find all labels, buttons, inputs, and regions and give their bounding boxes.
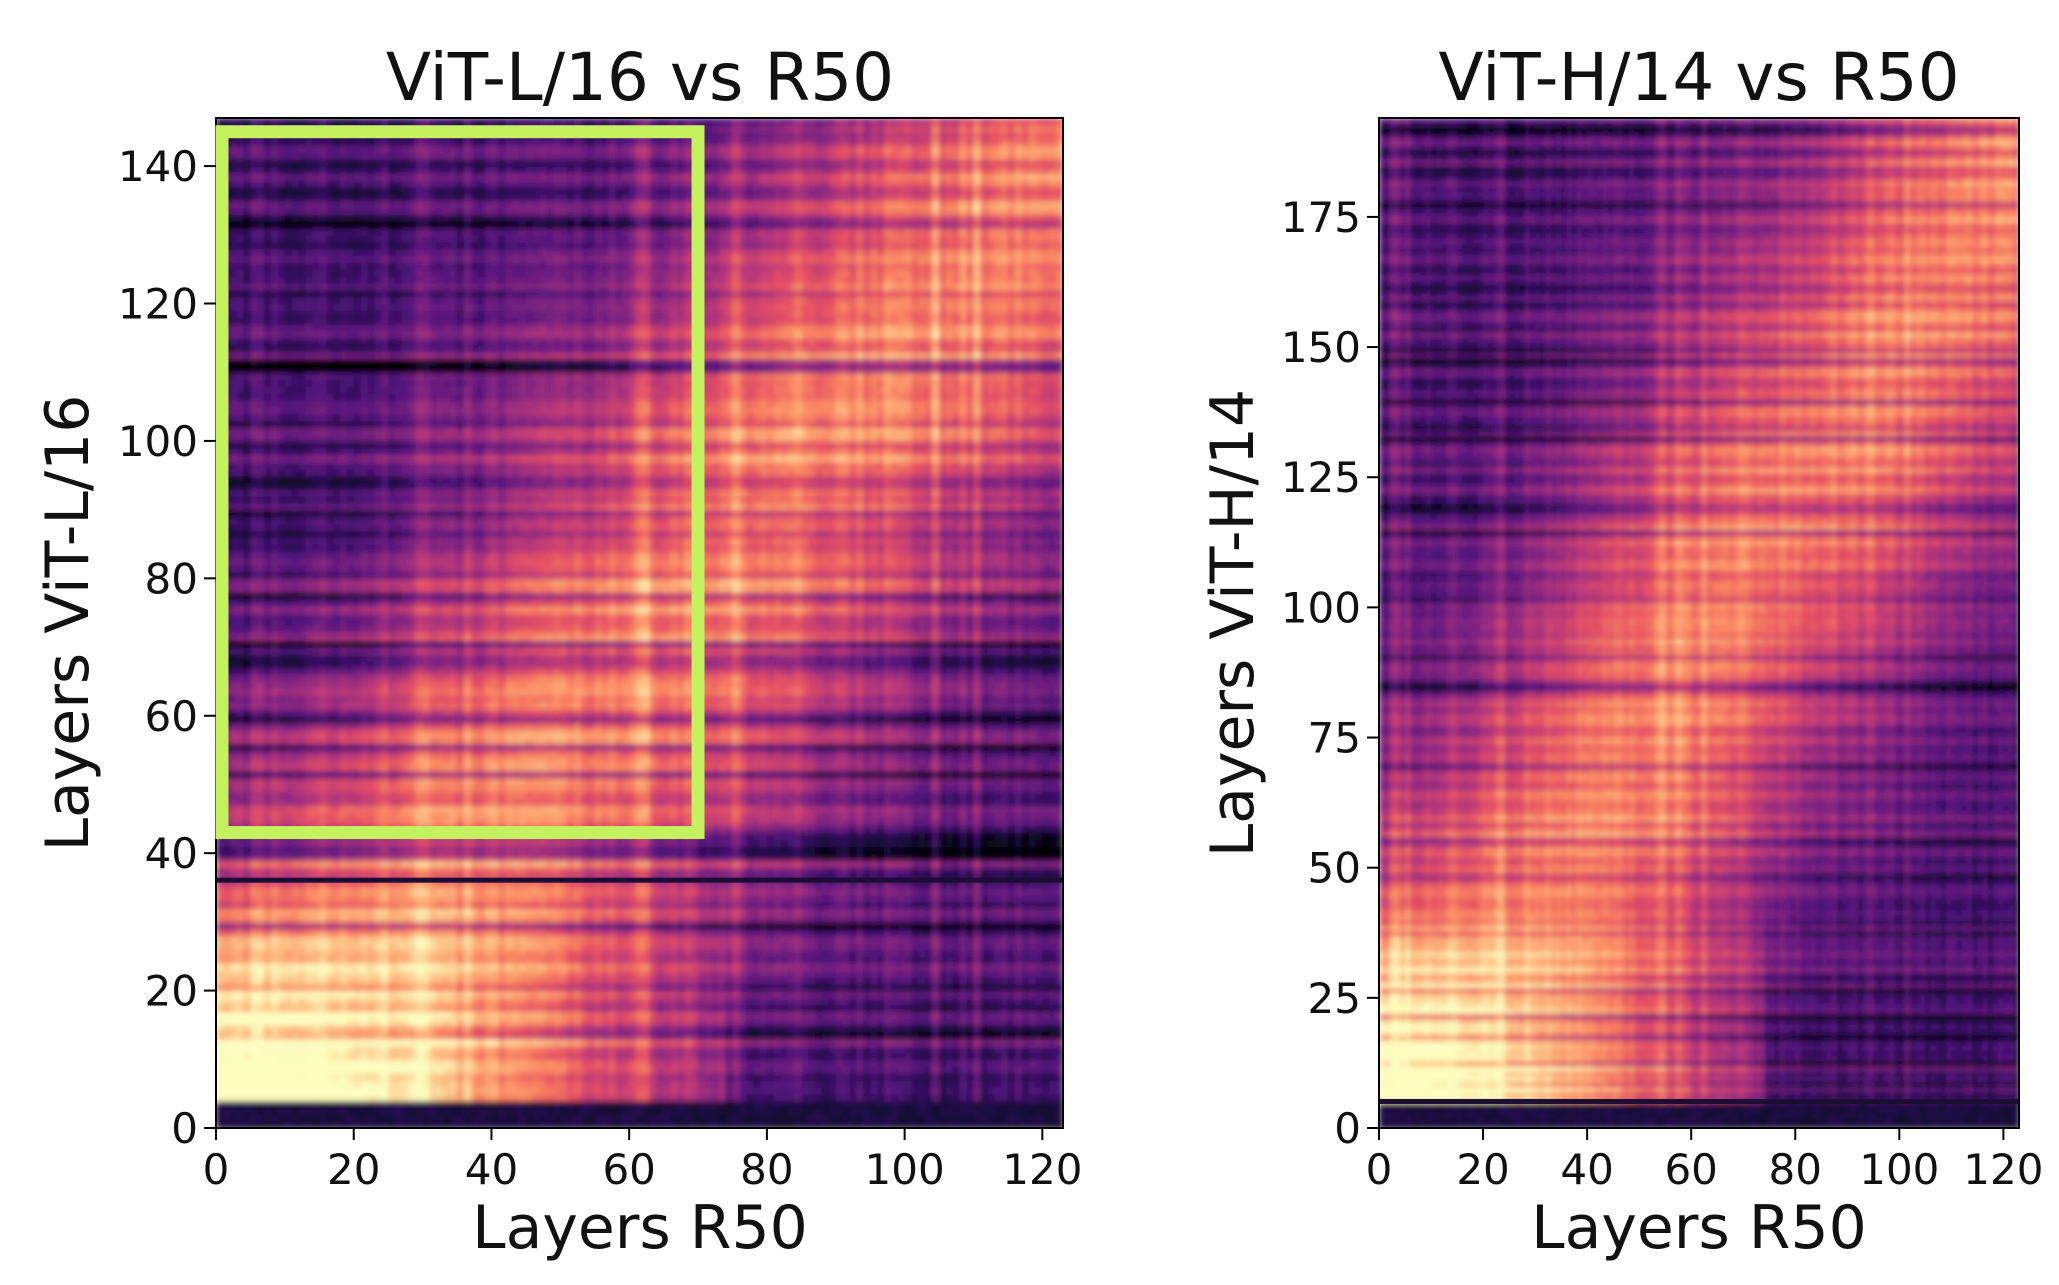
y-axis-ticks: 0 20 40 60 80 100 120 140 <box>118 142 216 1153</box>
heatmap-cells <box>1379 118 2019 1128</box>
y-tick-label: 0 <box>171 1104 198 1153</box>
heatmap-cells <box>216 118 1063 1128</box>
y-tick-label: 75 <box>1308 714 1361 763</box>
x-axis-ticks: 0 20 40 60 80 100 120 <box>1366 1128 2043 1194</box>
y-tick-label: 25 <box>1308 974 1361 1023</box>
x-axis-ticks: 0 20 40 60 80 100 120 <box>203 1128 1082 1194</box>
chart-title: ViT-H/14 vs R50 <box>1438 39 1959 116</box>
y-axis-label: Layers ViT-L/16 <box>33 395 103 852</box>
x-tick-label: 60 <box>602 1145 655 1194</box>
heatmap-feature-lines <box>1379 1098 2019 1104</box>
dark-row-line <box>216 877 1063 883</box>
x-tick-label: 40 <box>1560 1145 1613 1194</box>
y-tick-label: 100 <box>1281 583 1361 632</box>
highlight-box <box>215 125 705 840</box>
y-tick-label: 80 <box>145 554 198 603</box>
x-tick-label: 80 <box>740 1145 793 1194</box>
y-tick-label: 140 <box>118 142 198 191</box>
y-tick-label: 50 <box>1308 844 1361 893</box>
x-axis-label: Layers R50 <box>1531 1193 1867 1263</box>
chart-title: ViT-L/16 vs R50 <box>386 39 894 116</box>
x-tick-label: 100 <box>865 1145 945 1194</box>
y-axis-label: Layers ViT-H/14 <box>1198 389 1268 858</box>
y-tick-label: 175 <box>1281 193 1361 242</box>
y-tick-label: 40 <box>145 829 198 878</box>
x-tick-label: 120 <box>1002 1145 1082 1194</box>
y-tick-label: 0 <box>1334 1104 1361 1153</box>
y-tick-label: 20 <box>145 967 198 1016</box>
x-tick-label: 20 <box>1456 1145 1509 1194</box>
x-tick-label: 100 <box>1859 1145 1939 1194</box>
x-tick-label: 120 <box>1963 1145 2043 1194</box>
y-tick-label: 125 <box>1281 453 1361 502</box>
x-axis-label: Layers R50 <box>472 1193 808 1263</box>
plot-frame <box>1378 117 2020 1129</box>
y-tick-label: 120 <box>118 280 198 329</box>
x-tick-label: 20 <box>327 1145 380 1194</box>
x-tick-label: 0 <box>1366 1145 1393 1194</box>
x-tick-label: 0 <box>203 1145 230 1194</box>
y-axis-ticks: 0 25 50 75 100 125 150 175 <box>1281 193 1379 1153</box>
chart-vit-l16-vs-r50: ViT-L/16 vs R50 0 20 40 60 80 100 120 0 20 40 60 8… <box>33 39 1082 1263</box>
chart-vit-h14-vs-r50: ViT-H/14 vs R50 0 20 40 60 80 100 120 0 25 50 75 1… <box>1198 39 2043 1263</box>
y-tick-label: 150 <box>1281 323 1361 372</box>
dark-row-line <box>1379 1098 2019 1104</box>
x-tick-label: 80 <box>1769 1145 1822 1194</box>
x-tick-label: 40 <box>465 1145 518 1194</box>
x-tick-label: 60 <box>1664 1145 1717 1194</box>
heatmap-feature-lines <box>216 877 1063 883</box>
y-tick-label: 100 <box>118 417 198 466</box>
y-tick-label: 60 <box>145 692 198 741</box>
